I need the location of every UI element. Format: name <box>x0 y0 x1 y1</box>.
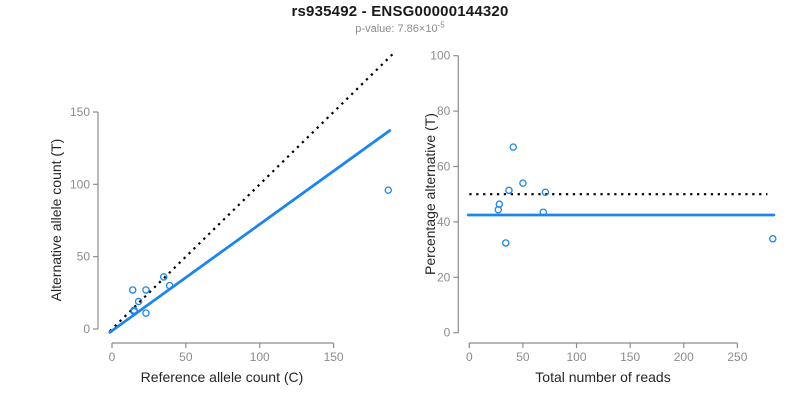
data-point <box>130 307 138 316</box>
x-tick-label: 100 <box>567 350 587 364</box>
x-tick-label: 250 <box>727 350 747 364</box>
identity-line <box>109 53 394 332</box>
data-point <box>502 239 510 247</box>
x-tick-label: 0 <box>466 350 473 364</box>
y-tick-label: 20 <box>437 270 451 284</box>
y-tick-label: 40 <box>437 215 451 229</box>
y-tick-label: 0 <box>444 326 451 340</box>
data-point <box>128 286 137 294</box>
y-tick-label: 80 <box>437 104 451 118</box>
data-point <box>539 208 548 216</box>
right-x-axis-title: Total number of reads <box>535 369 671 385</box>
data-point <box>519 179 527 187</box>
data-point <box>159 273 168 281</box>
x-tick-label: 100 <box>250 350 270 364</box>
p-value-exponent: -5 <box>437 20 445 30</box>
y-tick-label: 100 <box>70 177 90 191</box>
y-tick-label: 100 <box>430 49 450 63</box>
y-tick-label: 50 <box>77 250 91 264</box>
data-point <box>142 309 150 317</box>
data-point <box>134 297 143 306</box>
data-point <box>142 286 150 294</box>
data-point <box>769 235 777 243</box>
y-tick-label: 0 <box>83 322 90 336</box>
x-tick-label: 150 <box>324 350 344 364</box>
p-value-subtitle: p-value: 7.86×10-5 <box>0 20 800 35</box>
x-tick-label: 0 <box>109 350 116 364</box>
data-point <box>494 205 503 214</box>
x-tick-label: 50 <box>516 350 530 364</box>
data-point <box>509 143 518 151</box>
x-tick-label: 200 <box>674 350 694 364</box>
y-tick-label: 150 <box>70 105 90 119</box>
y-tick-label: 60 <box>437 160 451 174</box>
regression-line <box>108 129 392 334</box>
data-point <box>505 186 513 195</box>
left-x-axis-title: Reference allele count (C) <box>140 369 304 385</box>
plot-title: rs935492 - ENSG00000144320 <box>291 3 509 20</box>
x-tick-label: 50 <box>179 350 193 364</box>
data-point <box>541 188 550 197</box>
x-tick-label: 150 <box>620 350 640 364</box>
data-point <box>384 186 393 194</box>
p-value-text: p-value: 7.86×10 <box>355 23 438 35</box>
data-point <box>165 281 174 290</box>
